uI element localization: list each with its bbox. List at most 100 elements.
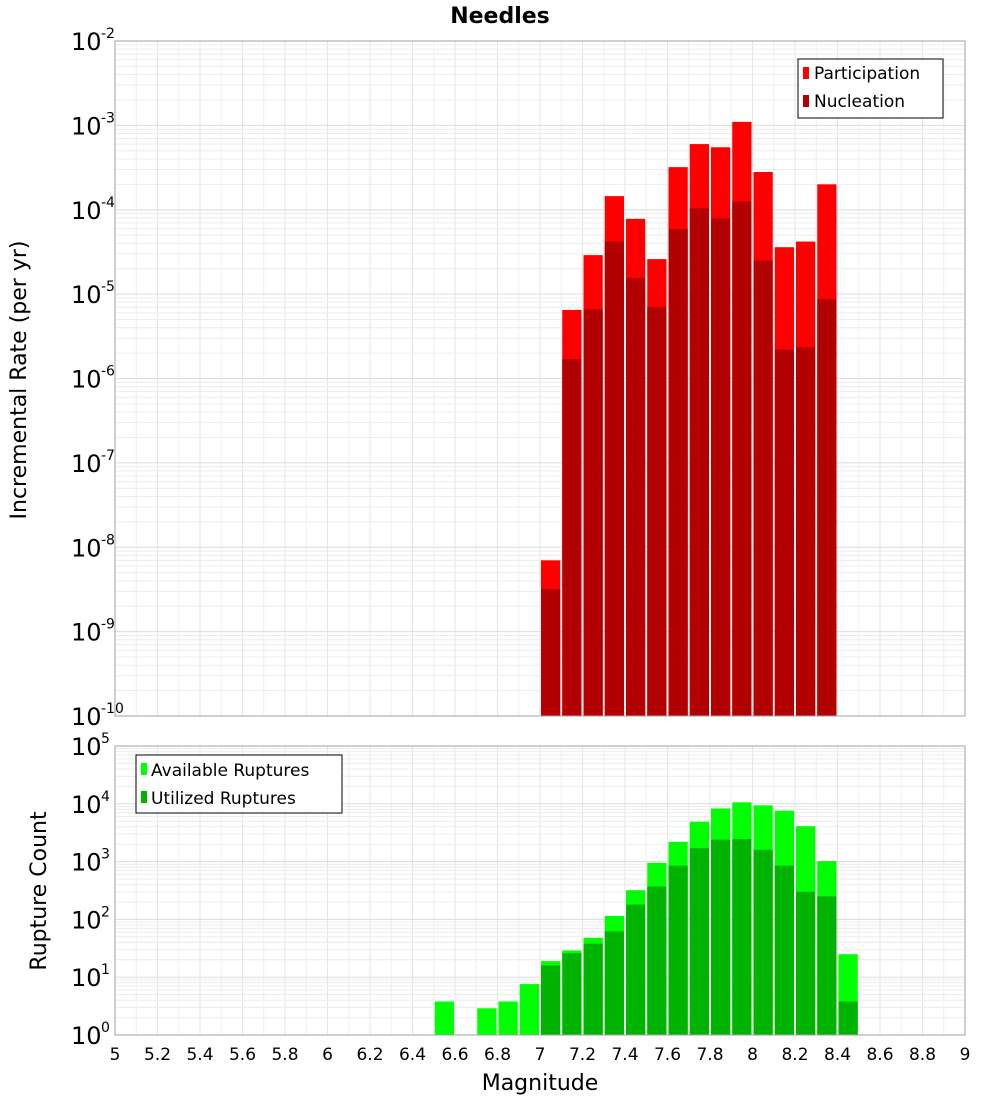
- x-tick-label: 6.4: [399, 1045, 426, 1065]
- top-y-tick-label: 10: [71, 450, 102, 478]
- top-bar-nucleation: [753, 260, 773, 716]
- bottom-bar-available-ruptures: [498, 1001, 518, 1035]
- bottom-y-tick-label: 10: [71, 791, 102, 819]
- bottom-legend-box: [135, 754, 343, 814]
- legend-swatch-nucleation: [803, 95, 809, 107]
- top-bars: [541, 121, 837, 717]
- bottom-y-tick-label: 10: [71, 906, 102, 934]
- bottom-y-tick-label: 10: [71, 733, 102, 761]
- legend-label-utilized: Utilized Ruptures: [151, 789, 296, 809]
- x-tick-label: 7.4: [611, 1045, 638, 1065]
- bottom-bar-utilized-ruptures: [541, 965, 561, 1035]
- bottom-bar-utilized-ruptures: [562, 953, 582, 1035]
- x-tick-label: 6.8: [484, 1045, 511, 1065]
- chart-title: Needles: [450, 4, 550, 29]
- bottom-y-tick-exponent: 2: [101, 904, 110, 920]
- bottom-y-tick-exponent: 0: [101, 1020, 110, 1036]
- top-y-tick-exponent: -4: [101, 195, 115, 211]
- bottom-bar-utilized-ruptures: [604, 931, 624, 1035]
- top-bar-nucleation: [583, 309, 603, 716]
- legend-swatch-participation: [803, 67, 809, 79]
- top-bar-nucleation: [817, 299, 837, 716]
- top-y-tick-exponent: -5: [101, 279, 115, 295]
- top-bar-nucleation: [774, 349, 794, 716]
- bottom-bar-utilized-ruptures: [626, 904, 646, 1035]
- bottom-bar-utilized-ruptures: [732, 839, 752, 1035]
- bottom-bar-utilized-ruptures: [796, 891, 816, 1035]
- x-tick-label: 8.8: [909, 1045, 936, 1065]
- top-y-tick-exponent: -3: [101, 110, 115, 126]
- top-plot-frame: [114, 40, 966, 717]
- legend-label-nucleation: Nucleation: [814, 92, 905, 112]
- bottom-bar-utilized-ruptures: [838, 1001, 858, 1035]
- x-tick-label: 8.4: [824, 1045, 851, 1065]
- bottom-bar-utilized-ruptures: [753, 849, 773, 1035]
- bottom-bar-utilized-ruptures: [774, 865, 794, 1035]
- x-tick-label: 7: [535, 1045, 546, 1065]
- top-bar-nucleation: [668, 229, 688, 717]
- x-tick-label: 6: [322, 1045, 333, 1065]
- top-y-tick-label: 10: [71, 619, 102, 647]
- x-tick-label: 7.2: [569, 1045, 596, 1065]
- bottom-y-tick-label: 10: [71, 1022, 102, 1050]
- top-y-tick-exponent: -9: [101, 617, 115, 633]
- x-tick-label: 5.2: [144, 1045, 171, 1065]
- x-tick-label: 9: [960, 1045, 971, 1065]
- top-bar-nucleation: [711, 218, 731, 717]
- top-y-tick-exponent: -7: [101, 448, 115, 464]
- x-tick-label: 8.2: [781, 1045, 808, 1065]
- bottom-bar-available-ruptures: [519, 984, 539, 1035]
- top-legend-box: [797, 58, 944, 119]
- top-bar-nucleation: [732, 201, 752, 716]
- x-tick-label: 7.8: [696, 1045, 723, 1065]
- top-gridlines: [114, 41, 966, 717]
- top-y-tick-exponent: -6: [101, 364, 115, 380]
- bottom-y-axis-label: Rupture Count: [27, 811, 52, 971]
- top-y-tick-exponent: -10: [101, 701, 124, 717]
- top-y-tick-exponent: -8: [101, 532, 115, 548]
- bottom-y-tick-exponent: 5: [101, 731, 110, 747]
- top-y-tick-exponent: -2: [101, 26, 115, 42]
- top-y-tick-label: 10: [71, 366, 102, 394]
- x-tick-label: 7.6: [654, 1045, 681, 1065]
- bottom-bar-utilized-ruptures: [817, 896, 837, 1035]
- x-tick-label: 8: [747, 1045, 758, 1065]
- bottom-y-tick-label: 10: [71, 849, 102, 877]
- bottom-y-tick-exponent: 3: [101, 847, 110, 863]
- top-bar-nucleation: [562, 359, 582, 716]
- top-y-tick-label: 10: [71, 112, 102, 140]
- bottom-legend: Available Ruptures Utilized Ruptures: [135, 754, 343, 814]
- bottom-plot-frame: [114, 745, 966, 1036]
- top-y-tick-label: 10: [71, 28, 102, 56]
- x-tick-label: 5.4: [186, 1045, 213, 1065]
- bottom-bar-available-ruptures: [434, 1001, 454, 1035]
- x-tick-labels: 5 5.2 5.4 5.6 5.8 6 6.2 6.4 6.6 6.8 7 7.2 7.4 7.6 7.8 8…: [110, 1045, 971, 1065]
- bottom-bars: [434, 802, 858, 1035]
- bottom-bar-utilized-ruptures: [668, 865, 688, 1035]
- bottom-bar-utilized-ruptures: [647, 886, 667, 1035]
- x-axis-label: Magnitude: [482, 1071, 599, 1096]
- bottom-y-tick-exponent: 4: [101, 789, 110, 805]
- bottom-bar-utilized-ruptures: [689, 848, 709, 1035]
- bottom-bar-utilized-ruptures: [583, 943, 603, 1035]
- x-tick-label: 6.2: [356, 1045, 383, 1065]
- legend-label-participation: Participation: [814, 64, 920, 84]
- top-bar-nucleation: [689, 208, 709, 716]
- top-y-axis-label: Incremental Rate (per yr): [7, 241, 32, 520]
- top-bar-nucleation: [604, 241, 624, 717]
- x-tick-label: 6.6: [441, 1045, 468, 1065]
- bottom-y-tick-exponent: 1: [101, 962, 110, 978]
- top-y-tick-label: 10: [71, 534, 102, 562]
- legend-swatch-available: [141, 763, 147, 775]
- top-legend: Participation Nucleation: [797, 58, 944, 119]
- x-tick-label: 5.6: [229, 1045, 256, 1065]
- legend-swatch-utilized: [141, 791, 147, 803]
- top-bar-nucleation: [647, 307, 667, 716]
- top-bar-nucleation: [626, 278, 646, 716]
- top-y-tick-label: 10: [71, 197, 102, 225]
- x-tick-label: 5: [110, 1045, 121, 1065]
- x-tick-label: 5.8: [271, 1045, 298, 1065]
